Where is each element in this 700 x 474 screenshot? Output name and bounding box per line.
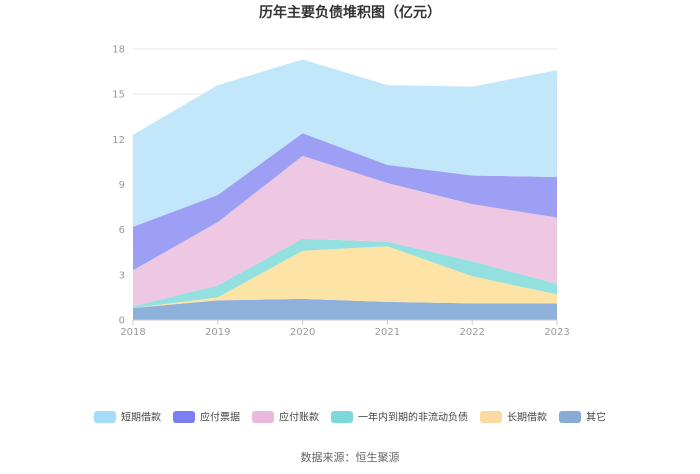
legend-label: 短期借款 — [121, 411, 161, 424]
legend-label: 其它 — [586, 411, 606, 424]
y-tick-label: 9 — [119, 180, 125, 191]
axes: 0 3 6 9 12 15 18 2018 2019 2020 2021 2022 2023 — [112, 45, 569, 339]
legend-item[interactable]: 其它 — [559, 411, 606, 424]
legend-item[interactable]: 长期借款 — [480, 411, 547, 424]
y-tick-label: 12 — [112, 135, 125, 146]
y-tick-label: 18 — [112, 45, 125, 56]
legend-item[interactable]: 短期借款 — [94, 411, 161, 424]
x-tick-label: 2020 — [290, 327, 315, 338]
x-tick-label: 2018 — [120, 327, 145, 338]
y-tick-label: 3 — [119, 270, 125, 281]
area-series — [133, 59, 557, 320]
legend-swatch — [173, 411, 195, 423]
legend-label: 长期借款 — [507, 411, 547, 424]
chart-title: 历年主要负债堆积图（亿元） — [259, 4, 441, 21]
x-tick-label: 2019 — [205, 327, 230, 338]
x-tick-label: 2021 — [375, 327, 400, 338]
area-series-5[interactable] — [133, 59, 557, 227]
legend: 短期借款 应付票据 应付账款 一年内到期的非流动负债 长期借款 其它 — [94, 411, 606, 424]
legend-label: 应付账款 — [279, 411, 319, 424]
area-series-2[interactable] — [133, 238, 557, 308]
legend-item[interactable]: 应付账款 — [252, 411, 319, 424]
legend-label: 应付票据 — [200, 411, 240, 424]
area-series-0[interactable] — [133, 298, 557, 320]
legend-item[interactable]: 一年内到期的非流动负债 — [331, 411, 468, 424]
area-series-1[interactable] — [133, 246, 557, 308]
x-tick-label: 2023 — [544, 327, 569, 338]
legend-swatch — [480, 411, 502, 423]
legend-swatch — [331, 411, 353, 423]
area-series-4[interactable] — [133, 133, 557, 271]
legend-item[interactable]: 应付票据 — [173, 411, 240, 424]
y-tick-label: 15 — [112, 90, 125, 101]
y-tick-label: 0 — [119, 316, 125, 327]
legend-label: 一年内到期的非流动负债 — [358, 411, 468, 424]
legend-swatch — [252, 411, 274, 423]
legend-swatch — [94, 411, 116, 423]
y-tick-label: 6 — [119, 225, 125, 236]
legend-swatch — [559, 411, 581, 423]
area-series-3[interactable] — [133, 155, 557, 307]
source-note: 数据来源：恒生聚源 — [301, 450, 400, 464]
x-tick-label: 2022 — [459, 327, 484, 338]
